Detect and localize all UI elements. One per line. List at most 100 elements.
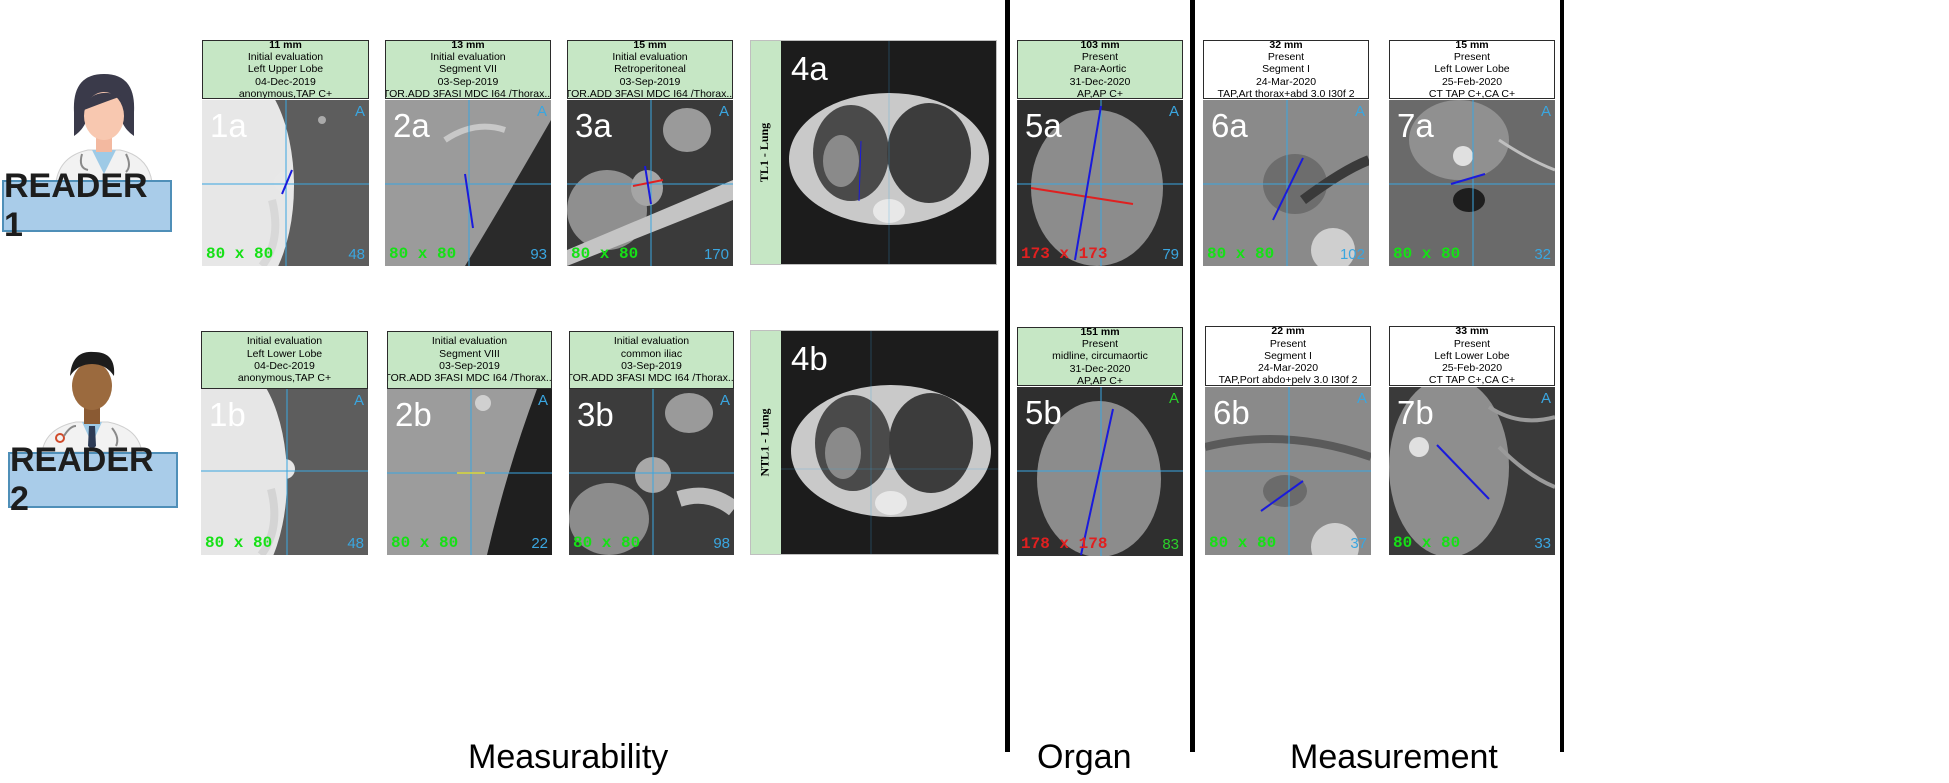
panel-3a: 15 mm Initial evaluation Retroperitoneal… (567, 40, 733, 266)
ct-image-7b: 7b A 80 x 80 33 (1389, 387, 1555, 555)
ct-image-2a: 2a A 80 x 80 93 (385, 100, 551, 266)
divider-measurement-right (1560, 0, 1564, 752)
zoom-size: 80 x 80 (389, 245, 457, 263)
date: 24-Mar-2020 (1257, 362, 1319, 375)
orientation-marker: A (1540, 103, 1551, 120)
panel-label: 3a (575, 107, 612, 144)
measurement-value: 103 mm (1080, 40, 1120, 51)
panel-4b: NTL1 - Lung 4b (750, 330, 999, 555)
panel-6a: 32 mm Present Segment I 24-Mar-2020 TAP,… (1203, 40, 1369, 266)
panel-7a-header: 15 mm Present Left Lower Lobe 25-Feb-202… (1389, 40, 1555, 99)
series: TOR.ADD 3FASI MDC I64 /Thorax... (567, 87, 733, 99)
zoom-size: 80 x 80 (571, 245, 639, 263)
panel-label: 7b (1397, 394, 1434, 431)
series: AP,AP C+ (1076, 374, 1124, 386)
ct-image-3b: 3b A 80 x 80 98 (569, 389, 734, 555)
date: 24-Mar-2020 (1255, 75, 1317, 88)
panel-2a: 13 mm Initial evaluation Segment VII 03-… (385, 40, 551, 266)
date: 04-Dec-2019 (254, 360, 315, 372)
ct-image-1b: 1b A 80 x 80 48 (201, 389, 368, 555)
date: 04-Dec-2019 (255, 75, 316, 88)
measurement-value: 15 mm (1455, 40, 1489, 51)
panel-label: 6a (1211, 107, 1248, 144)
panel-7a: 15 mm Present Left Lower Lobe 25-Feb-202… (1389, 40, 1555, 266)
divider-organ-left (1005, 0, 1010, 752)
panel-5b: 151 mm Present midline, circumaortic 31-… (1017, 327, 1183, 556)
location: common iliac (620, 347, 683, 360)
zoom-size: 80 x 80 (1207, 245, 1275, 263)
ct-image-5b: 5b A 178 x 178 83 (1017, 387, 1183, 556)
section-measurement: Measurement (1290, 738, 1498, 776)
date: 03-Sep-2019 (621, 360, 682, 372)
evaluation-status: Initial evaluation (246, 335, 323, 348)
section-measurability: Measurability (468, 738, 669, 776)
panel-3a-header: 15 mm Initial evaluation Retroperitoneal… (567, 40, 733, 99)
panel-1b: Initial evaluation Left Lower Lobe 04-De… (201, 331, 368, 555)
evaluation-status: Initial evaluation (247, 51, 324, 64)
evaluation-status: Present (1081, 338, 1119, 351)
panel-6b: 22 mm Present Segment I 24-Mar-2020 TAP,… (1205, 326, 1371, 555)
slice-number: 32 (1534, 246, 1551, 263)
date: 25-Feb-2020 (1441, 362, 1503, 375)
ct-image-7a: 7a A 80 x 80 32 (1389, 100, 1555, 266)
section-organ: Organ (1037, 738, 1132, 776)
measurement-value: 32 mm (1269, 40, 1303, 51)
panel-label: 2b (395, 396, 432, 433)
orientation-marker: A (1354, 103, 1365, 120)
orientation-marker: A (536, 103, 547, 120)
measurement-value: 33 mm (1455, 326, 1489, 338)
panel-4a-side: TL1 - Lung (751, 41, 779, 264)
zoom-size: 80 x 80 (1393, 245, 1461, 263)
series: AP,AP C+ (1076, 87, 1124, 99)
series: TOR.ADD 3FASI MDC I64 /Thorax... (385, 87, 551, 99)
zoom-size: 80 x 80 (573, 534, 641, 552)
series: anonymous,TAP C+ (238, 87, 333, 99)
evaluation-status: Present (1267, 51, 1305, 64)
series: anonymous,TAP C+ (237, 372, 332, 385)
evaluation-status: Present (1269, 337, 1307, 350)
panel-label: 1a (210, 107, 247, 144)
panel-label: 7a (1397, 107, 1434, 144)
panel-1a: 11 mm Initial evaluation Left Upper Lobe… (202, 40, 369, 266)
zoom-size: 80 x 80 (1209, 534, 1277, 552)
panel-1a-header: 11 mm Initial evaluation Left Upper Lobe… (202, 40, 369, 99)
orientation-marker: A (719, 392, 730, 409)
orientation-marker: A (353, 392, 364, 409)
evaluation-status: Initial evaluation (612, 51, 688, 64)
evaluation-status: Present (1453, 51, 1491, 64)
target-lesion-label: TL1 - Lung (757, 122, 772, 183)
panel-5b-header: 151 mm Present midline, circumaortic 31-… (1017, 327, 1183, 386)
reader-1-label: READER 1 (2, 167, 172, 244)
slice-number: 22 (531, 535, 548, 552)
ct-image-1a: 1a A 80 x 80 48 (202, 100, 369, 266)
zoom-size: 80 x 80 (205, 534, 273, 552)
date: 31-Dec-2020 (1069, 75, 1131, 88)
location: Retroperitoneal (614, 63, 686, 76)
panel-2b-header: Initial evaluation Segment VIII 03-Sep-2… (387, 331, 552, 389)
location: Left Lower Lobe (246, 347, 323, 360)
series: TAP,Art thorax+abd 3.0 I30f 2 (1217, 87, 1355, 99)
panel-3b-header: Initial evaluation common iliac 03-Sep-2… (569, 331, 734, 389)
panel-6a-header: 32 mm Present Segment I 24-Mar-2020 TAP,… (1203, 40, 1369, 99)
series: TOR.ADD 3FASI MDC I64 /Thorax... (387, 372, 552, 385)
female-doctor-icon (48, 70, 160, 183)
date: 25-Feb-2020 (1441, 75, 1503, 88)
slice-number: 83 (1162, 536, 1179, 553)
panel-label: 2a (393, 107, 430, 144)
ct-image-6a: 6a A 80 x 80 102 (1203, 100, 1369, 266)
slice-number: 79 (1162, 246, 1179, 263)
panel-7b: 33 mm Present Left Lower Lobe 25-Feb-202… (1389, 326, 1555, 555)
slice-number: 48 (347, 535, 364, 552)
slice-number: 33 (1534, 535, 1551, 552)
orientation-marker: A (1168, 390, 1179, 407)
panel-1b-header: Initial evaluation Left Lower Lobe 04-De… (201, 331, 368, 389)
series: CT TAP C+,CA C+ (1428, 87, 1516, 99)
panel-label: 5a (1025, 107, 1062, 144)
zoom-size: 80 x 80 (1393, 534, 1461, 552)
orientation-marker: A (1168, 103, 1179, 120)
panel-4b-side: NTL1 - Lung (751, 331, 779, 554)
evaluation-status: Initial evaluation (613, 335, 690, 348)
ct-image-4b: 4b (781, 331, 998, 554)
date: 03-Sep-2019 (437, 75, 499, 88)
panel-label: 3b (577, 396, 614, 433)
